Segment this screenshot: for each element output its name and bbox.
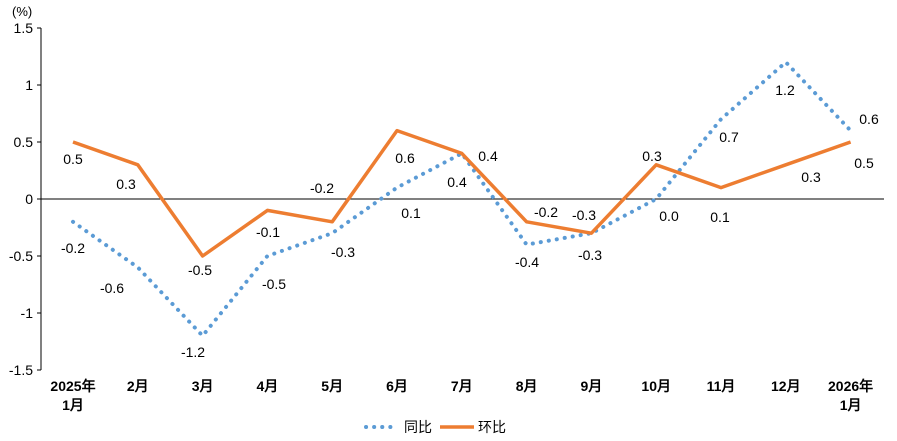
data-label: 0.1 bbox=[710, 209, 730, 225]
x-tick-label: 2026年 bbox=[828, 378, 873, 394]
data-label: -0.3 bbox=[331, 244, 355, 260]
data-label: 0.6 bbox=[395, 150, 415, 166]
data-label: 0.3 bbox=[801, 169, 821, 185]
data-label: -0.5 bbox=[188, 262, 212, 278]
y-tick-label: 0 bbox=[25, 191, 33, 207]
x-tick-label: 1月 bbox=[840, 397, 862, 413]
data-label: -0.4 bbox=[515, 254, 539, 270]
data-label: -1.2 bbox=[181, 344, 205, 360]
x-tick-label: 2025年 bbox=[50, 378, 95, 394]
x-tick-label: 7月 bbox=[451, 378, 473, 394]
data-label: 0.4 bbox=[447, 174, 467, 190]
x-tick-label: 10月 bbox=[641, 378, 671, 394]
y-tick-label: -1 bbox=[21, 305, 34, 321]
data-label: -0.1 bbox=[256, 224, 280, 240]
data-label: -0.5 bbox=[262, 276, 286, 292]
data-label: -0.2 bbox=[310, 180, 334, 196]
data-label: -0.2 bbox=[61, 240, 85, 256]
y-axis-label: (%) bbox=[12, 4, 32, 19]
data-label: 0.1 bbox=[401, 205, 421, 221]
data-label: -0.3 bbox=[578, 247, 602, 263]
x-tick-label: 5月 bbox=[321, 378, 343, 394]
y-tick-label: -1.5 bbox=[9, 362, 33, 378]
y-tick-label: 1.5 bbox=[14, 20, 34, 36]
legend-label-yoy: 同比 bbox=[404, 419, 432, 435]
data-label: 0.5 bbox=[854, 155, 874, 171]
data-label: 0.3 bbox=[642, 148, 662, 164]
y-tick-label: 1 bbox=[25, 77, 33, 93]
data-label: -0.2 bbox=[534, 204, 558, 220]
data-label: -0.6 bbox=[100, 280, 124, 296]
x-tick-label: 12月 bbox=[771, 378, 801, 394]
data-label: 0.5 bbox=[63, 151, 83, 167]
x-tick-label: 9月 bbox=[581, 378, 603, 394]
data-label: 0.0 bbox=[659, 208, 679, 224]
data-label: -0.3 bbox=[572, 207, 596, 223]
data-label: 0.4 bbox=[478, 148, 498, 164]
data-label: 0.3 bbox=[116, 176, 136, 192]
data-label: 1.2 bbox=[775, 82, 795, 98]
x-tick-label: 2月 bbox=[127, 378, 149, 394]
data-label: 0.7 bbox=[719, 129, 739, 145]
x-tick-label: 3月 bbox=[192, 378, 214, 394]
series-line-yoy bbox=[71, 60, 853, 338]
x-tick-label: 1月 bbox=[62, 397, 84, 413]
series-line-mom bbox=[72, 128, 852, 258]
x-tick-label: 6月 bbox=[386, 378, 408, 394]
y-tick-label: -0.5 bbox=[9, 248, 33, 264]
legend-label-mom: 环比 bbox=[478, 419, 506, 435]
y-tick-label: 0.5 bbox=[14, 134, 34, 150]
x-tick-label: 11月 bbox=[707, 378, 736, 394]
x-tick-label: 8月 bbox=[516, 378, 538, 394]
x-tick-label: 4月 bbox=[257, 378, 279, 394]
data-label: 0.6 bbox=[859, 111, 879, 127]
